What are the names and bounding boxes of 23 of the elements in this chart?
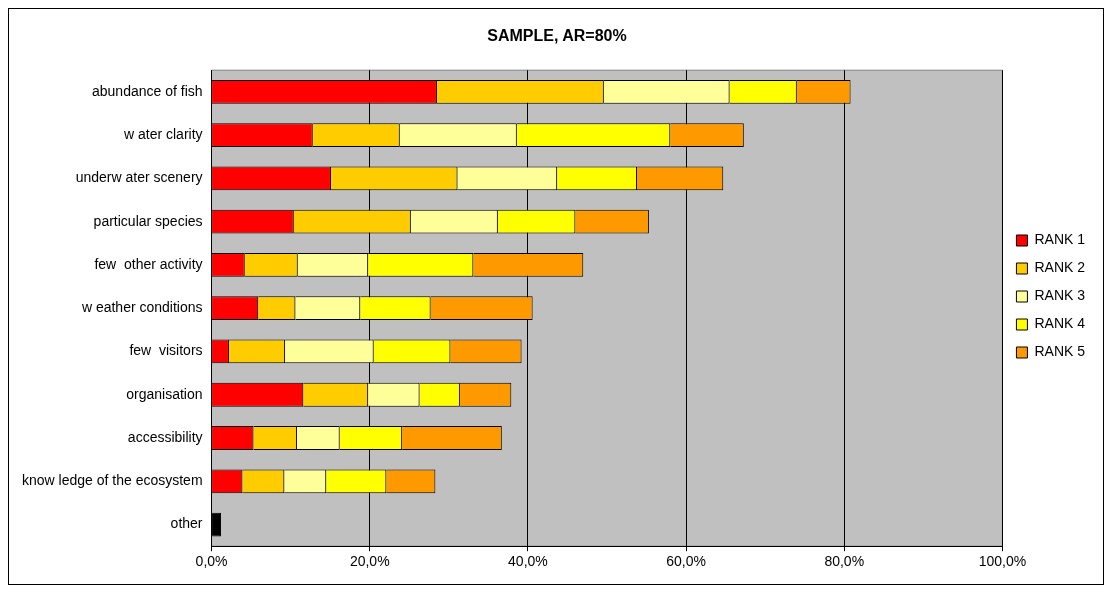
- chart-title: SAMPLE, AR=80%: [487, 27, 627, 45]
- y-tick-label: particular species: [93, 212, 203, 229]
- y-tick-label: accessibility: [127, 428, 203, 445]
- y-tick-label: few other activity: [94, 255, 203, 272]
- y-tick-label: few visitors: [129, 342, 203, 359]
- legend-label: RANK 1: [1034, 231, 1086, 248]
- x-tick-label: 100,0%: [978, 553, 1027, 570]
- y-tick-label: abundance of fish: [92, 82, 203, 99]
- legend-label: RANK 3: [1034, 287, 1086, 304]
- x-tick-label: 0,0%: [195, 553, 228, 570]
- x-tick-label: 60,0%: [666, 553, 706, 570]
- y-tick-label: know ledge of the ecosystem: [22, 472, 203, 489]
- x-tick-label: 80,0%: [824, 553, 865, 570]
- x-tick-label: 20,0%: [349, 553, 390, 570]
- y-tick-label: other: [170, 515, 203, 532]
- legend-label: RANK 4: [1034, 315, 1086, 332]
- legend-label: RANK 2: [1034, 259, 1086, 276]
- x-tick-label: 40,0%: [508, 553, 548, 570]
- y-tick-label: w eather conditions: [80, 299, 203, 316]
- y-tick-label: underw ater scenery: [75, 169, 203, 186]
- y-tick-label: organisation: [126, 385, 203, 402]
- legend-label: RANK 5: [1034, 343, 1086, 360]
- y-tick-label: w ater clarity: [122, 125, 203, 142]
